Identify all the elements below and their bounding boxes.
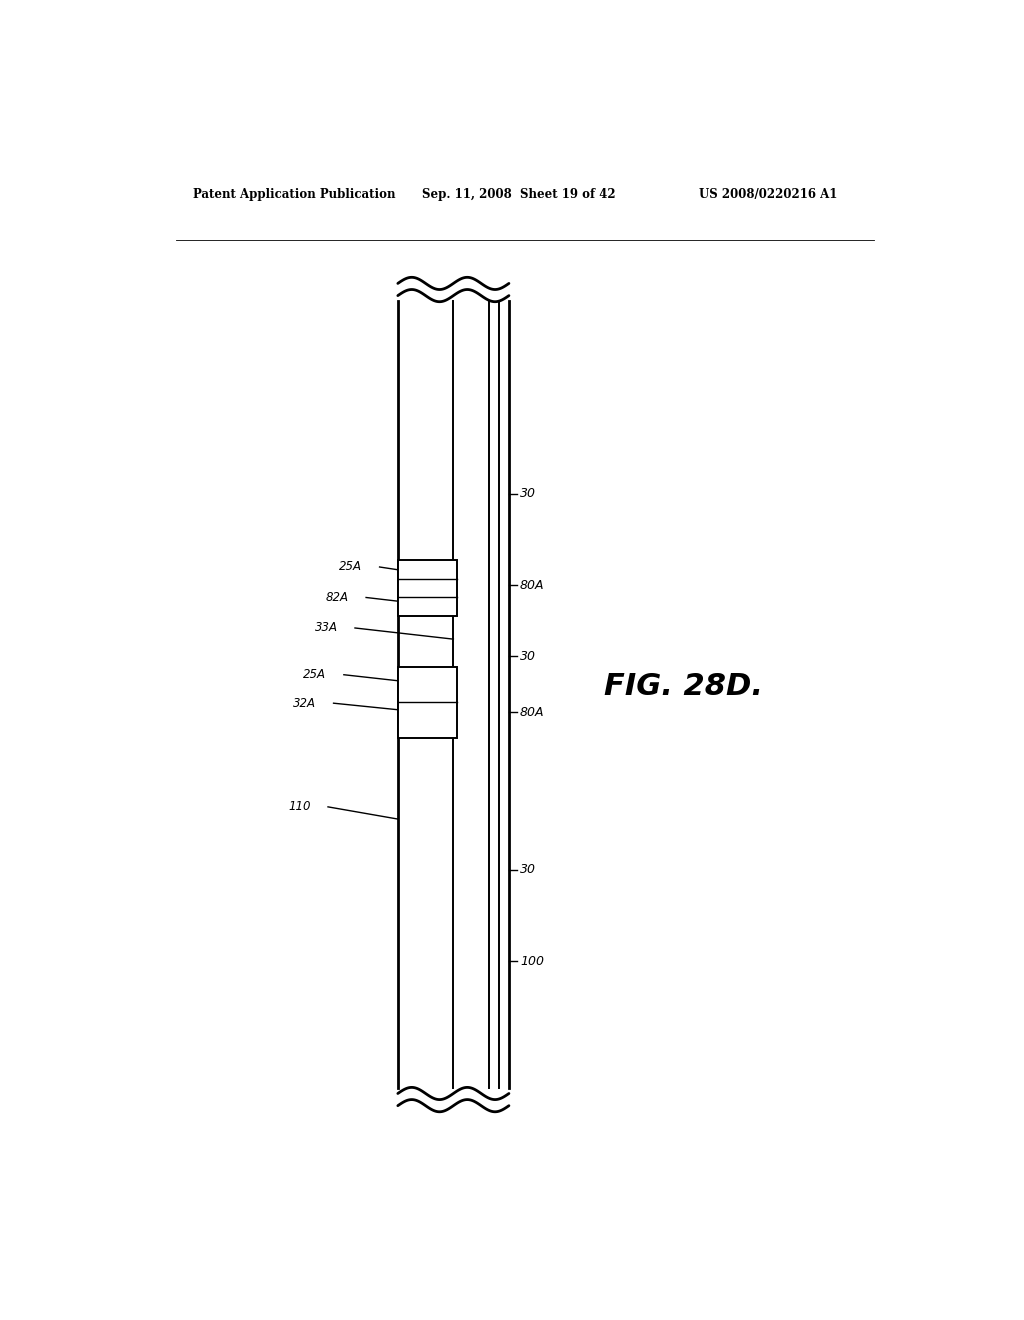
Text: 110: 110 (288, 800, 310, 813)
Text: FIG. 28D.: FIG. 28D. (604, 672, 763, 701)
Text: Sep. 11, 2008  Sheet 19 of 42: Sep. 11, 2008 Sheet 19 of 42 (422, 189, 615, 202)
Text: Patent Application Publication: Patent Application Publication (194, 189, 395, 202)
Text: US 2008/0220216 A1: US 2008/0220216 A1 (699, 189, 838, 202)
Text: 30: 30 (520, 863, 536, 876)
Text: 25A: 25A (339, 561, 362, 573)
Text: 80A: 80A (520, 706, 545, 719)
Text: 100: 100 (520, 954, 544, 968)
Text: 25A: 25A (303, 668, 327, 681)
Bar (397, 667, 458, 738)
Text: 80A: 80A (520, 578, 545, 591)
Text: 32A: 32A (293, 697, 316, 710)
Text: 33A: 33A (314, 622, 338, 635)
Bar (397, 560, 458, 615)
Text: 30: 30 (520, 649, 536, 663)
Text: 30: 30 (520, 487, 536, 500)
Text: 82A: 82A (326, 591, 348, 605)
